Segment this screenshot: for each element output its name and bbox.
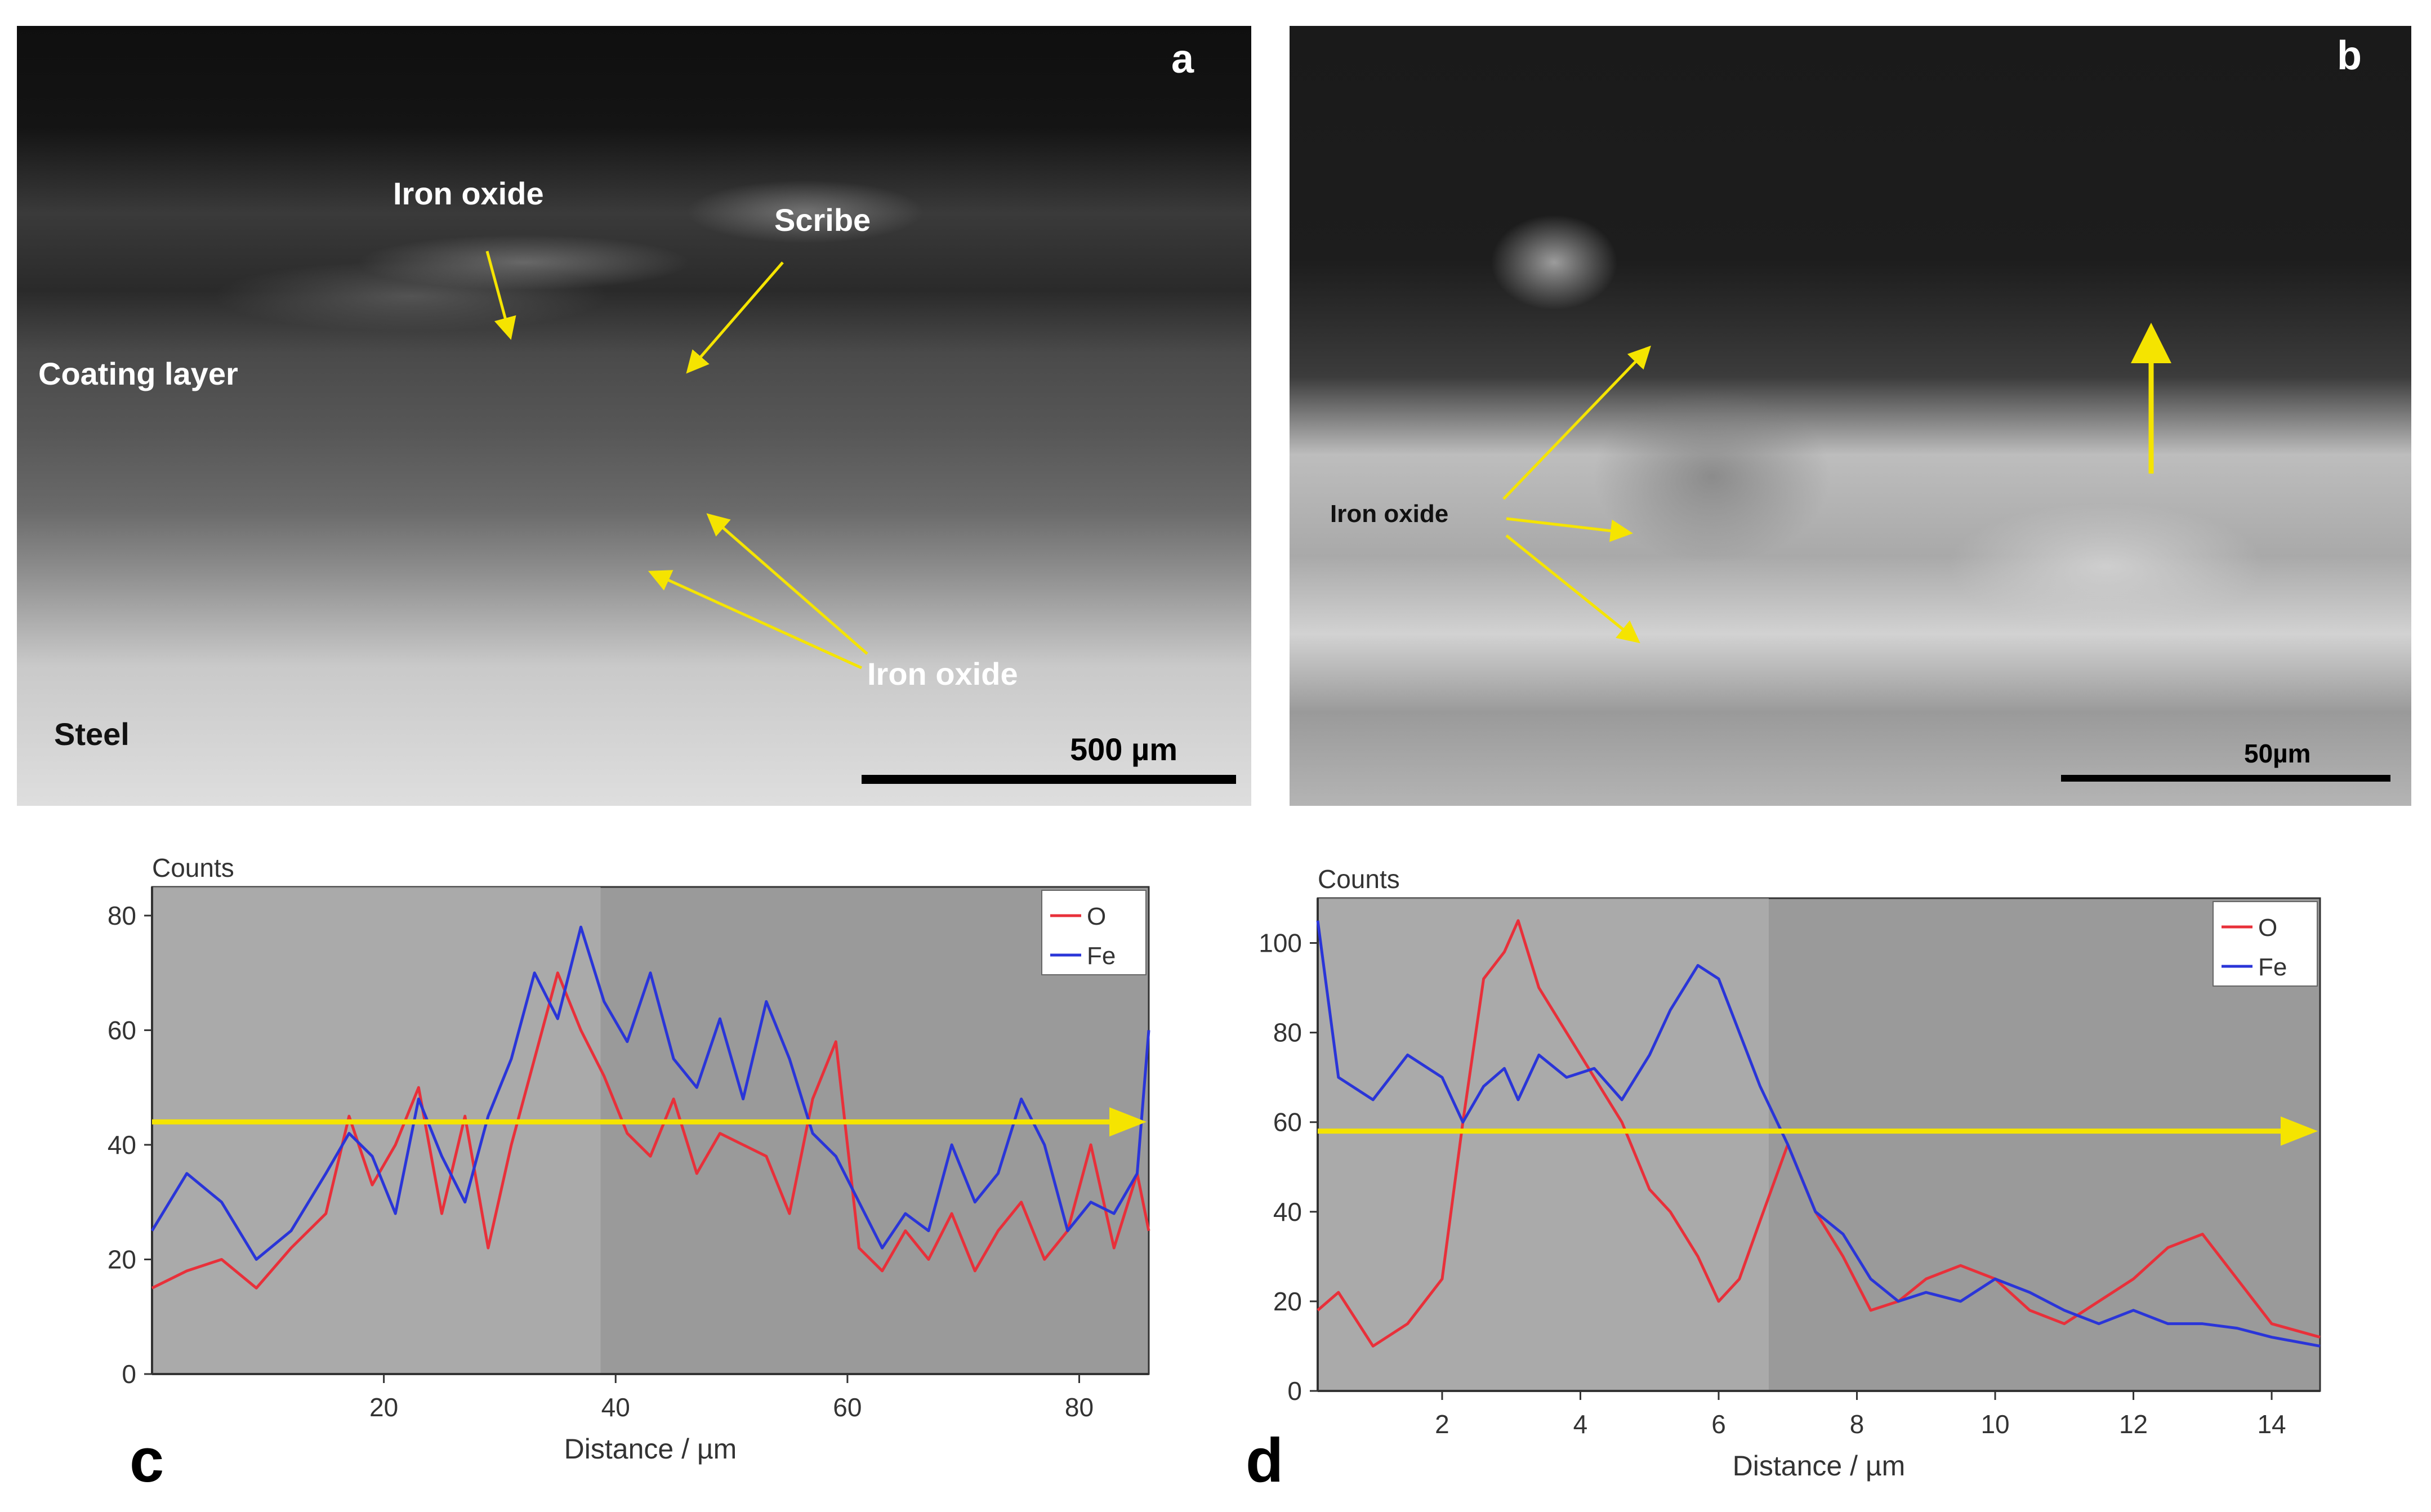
- y-tick-label: 40: [1273, 1197, 1302, 1226]
- x-tick-label: 12: [2119, 1410, 2148, 1439]
- label-iron-oxide-top: Iron oxide: [393, 176, 544, 211]
- x-tick-label: 14: [2257, 1410, 2286, 1439]
- arrow-iron-oxide-b2: [1506, 517, 1633, 542]
- arrow-iron-oxide-1: [648, 570, 863, 670]
- y-tick-label: 100: [1259, 929, 1302, 958]
- series-line-fe: [1316, 920, 2321, 1348]
- y-tick-label: 20: [1273, 1287, 1302, 1316]
- scalebar-b: [2061, 775, 2390, 782]
- panel-letter-d: d: [1246, 1426, 1284, 1495]
- linescan-chart-d: 0 20 40 60 80 100 2 4 6 8 10 12 14 Counts Distance / µ…: [1216, 845, 2359, 1498]
- y-tick-label: 20: [108, 1245, 136, 1274]
- arrow-iron-oxide-b1: [1502, 345, 1651, 500]
- scale-label-b: 50µm: [2244, 739, 2311, 768]
- scan-arrow-head: [1109, 1107, 1147, 1137]
- y-axis-label: Counts: [152, 853, 234, 882]
- legend-box: [2213, 901, 2318, 987]
- legend-label: O: [2258, 914, 2277, 942]
- plot-texture: [1318, 898, 1769, 1391]
- legend-label: Fe: [1087, 942, 1116, 970]
- scale-label-a: 500 µm: [1070, 732, 1178, 767]
- panel-letter-c: c: [130, 1426, 164, 1492]
- y-tick-label: 40: [108, 1130, 136, 1159]
- x-tick-label: 4: [1573, 1410, 1588, 1439]
- series-line-fe: [150, 925, 1150, 1261]
- annotation-arrows-b: [1502, 323, 2171, 644]
- panel-letter-b: b: [2337, 33, 2362, 78]
- y-tick-label: 0: [1287, 1376, 1302, 1406]
- x-axis-label: Distance / µm: [564, 1433, 737, 1465]
- label-scribe: Scribe: [774, 202, 871, 238]
- x-tick-label: 40: [601, 1393, 630, 1422]
- label-iron-oxide-b: Iron oxide: [1330, 500, 1449, 528]
- x-tick-label: 8: [1850, 1410, 1864, 1439]
- annotation-arrows-a: [485, 251, 868, 670]
- label-coating-layer: Coating layer: [38, 356, 238, 391]
- x-tick-label: 10: [1981, 1410, 2009, 1439]
- y-tick-label: 60: [108, 1015, 136, 1045]
- label-iron-oxide-bottom: Iron oxide: [867, 656, 1018, 692]
- x-tick-label: 20: [369, 1393, 398, 1422]
- series-line-o: [151, 971, 1150, 1290]
- plot-texture: [152, 887, 601, 1374]
- y-axis-label: Counts: [1318, 864, 1400, 894]
- x-tick-label: 2: [1435, 1410, 1449, 1439]
- arrow-scribe: [686, 261, 784, 374]
- y-tick-label: 80: [108, 901, 136, 930]
- chart-svg-c: 0 20 40 60 80 20 40 60 80 Counts Distance / µm O Fe: [108, 853, 1150, 1465]
- scan-arrow-head: [2281, 1116, 2318, 1146]
- y-tick-label: 60: [1273, 1108, 1302, 1137]
- arrow-iron-oxide-2: [706, 513, 868, 655]
- y-tick-label: 80: [1273, 1018, 1302, 1047]
- y-tick-label: 0: [122, 1359, 136, 1389]
- panel-letter-a: a: [1171, 37, 1194, 82]
- x-tick-label: 60: [833, 1393, 862, 1422]
- legend-label: O: [1087, 903, 1106, 930]
- linescan-chart-c: 0 20 40 60 80 20 40 60 80 Counts Distance / µm O Fe …: [51, 839, 1194, 1492]
- x-axis-label: Distance / µm: [1733, 1450, 1906, 1482]
- label-steel: Steel: [54, 716, 130, 752]
- x-tick-label: 6: [1711, 1410, 1726, 1439]
- arrow-iron-oxide-b3: [1505, 534, 1640, 644]
- legend-box: [1041, 890, 1147, 975]
- arrow-iron-oxide-top: [485, 251, 516, 340]
- series-line-o: [1317, 919, 2321, 1348]
- chart-svg-d: 0 20 40 60 80 100 2 4 6 8 10 12 14 Counts Distance / µ…: [1259, 864, 2321, 1482]
- legend-label: Fe: [2258, 953, 2287, 981]
- sem-image-b: b Iron oxide 50µm: [1290, 26, 2411, 806]
- sem-image-a: a Iron oxide Scribe Coating layer Steel …: [17, 26, 1251, 806]
- scalebar-a: [862, 775, 1236, 784]
- x-tick-label: 80: [1065, 1393, 1094, 1422]
